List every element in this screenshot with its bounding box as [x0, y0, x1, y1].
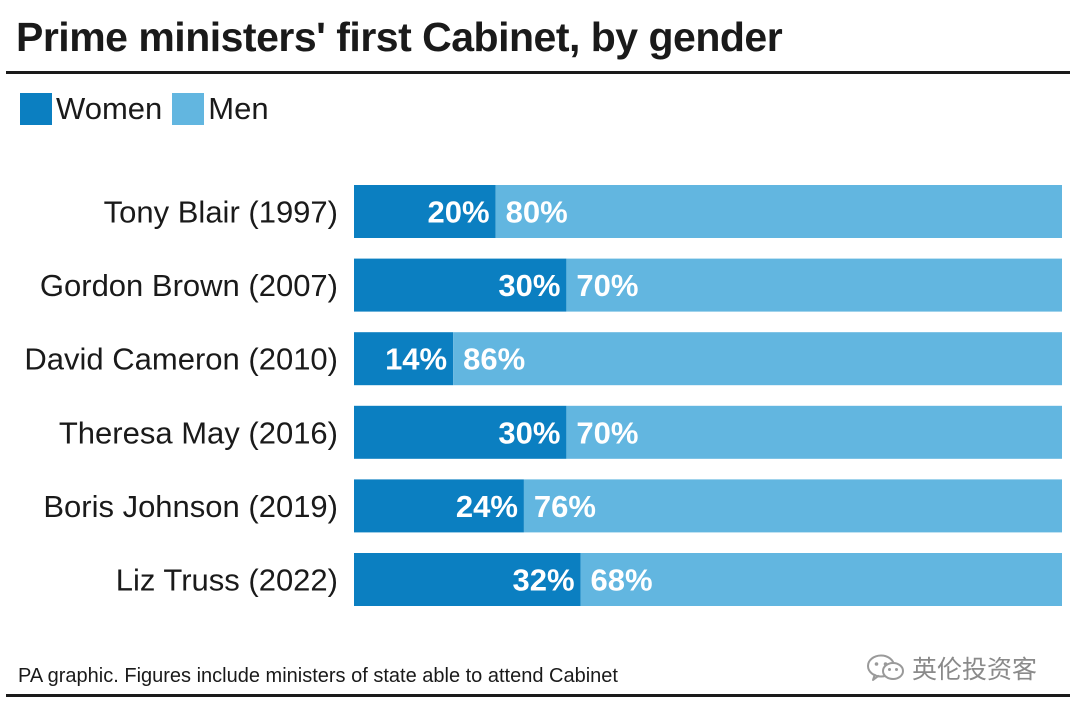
data-label-men: 70% — [576, 268, 638, 303]
bar-men — [453, 332, 1062, 386]
legend-label-men: Men — [208, 91, 269, 126]
category-label: Gordon Brown (2007) — [40, 268, 338, 303]
data-label-women: 24% — [456, 489, 518, 524]
bar-men — [566, 258, 1062, 312]
data-label-men: 76% — [534, 489, 596, 524]
legend: Women Men — [20, 91, 279, 127]
category-label: Theresa May (2016) — [59, 415, 338, 450]
watermark-text: 英伦投资客 — [912, 656, 1038, 684]
bar-men — [495, 185, 1063, 238]
bar-women — [354, 332, 454, 386]
data-label-men: 70% — [576, 415, 638, 450]
data-label-men: 80% — [506, 195, 568, 230]
legend-item-men: Men — [172, 91, 269, 127]
bar-men — [566, 405, 1062, 459]
bar-women — [354, 479, 524, 533]
bar-men — [523, 479, 1062, 533]
data-label-women: 30% — [498, 268, 560, 303]
bar-men — [580, 553, 1062, 606]
category-label: Liz Truss (2022) — [116, 563, 338, 598]
legend-label-women: Women — [56, 91, 163, 126]
legend-swatch-women — [20, 93, 52, 125]
data-label-women: 30% — [498, 415, 560, 450]
stacked-bar-chart: Tony Blair (1997) 20% 80% Gordon Brown (200… — [24, 185, 1063, 606]
footer-divider — [6, 694, 1070, 697]
title-divider — [6, 71, 1070, 74]
category-label: David Cameron (2010) — [24, 342, 338, 377]
data-label-women: 20% — [428, 195, 490, 230]
category-label: Boris Johnson (2019) — [43, 489, 338, 524]
bar-women — [354, 185, 496, 238]
category-label: Tony Blair (1997) — [104, 195, 338, 230]
bar-women — [354, 553, 581, 606]
data-label-men: 68% — [591, 563, 653, 598]
data-label-women: 32% — [513, 563, 575, 598]
watermark: 英伦投资客 — [866, 650, 1037, 686]
legend-item-women: Women — [20, 91, 162, 127]
legend-swatch-men — [172, 93, 205, 125]
bar-women — [354, 405, 567, 459]
bar-women — [354, 258, 567, 312]
data-label-women: 14% — [385, 342, 447, 377]
data-label-men: 86% — [463, 342, 525, 377]
wechat-icon — [867, 654, 904, 681]
chart-title: Prime ministers' first Cabinet, by gende… — [16, 14, 783, 60]
footnote: PA graphic. Figures include ministers of… — [18, 665, 618, 687]
